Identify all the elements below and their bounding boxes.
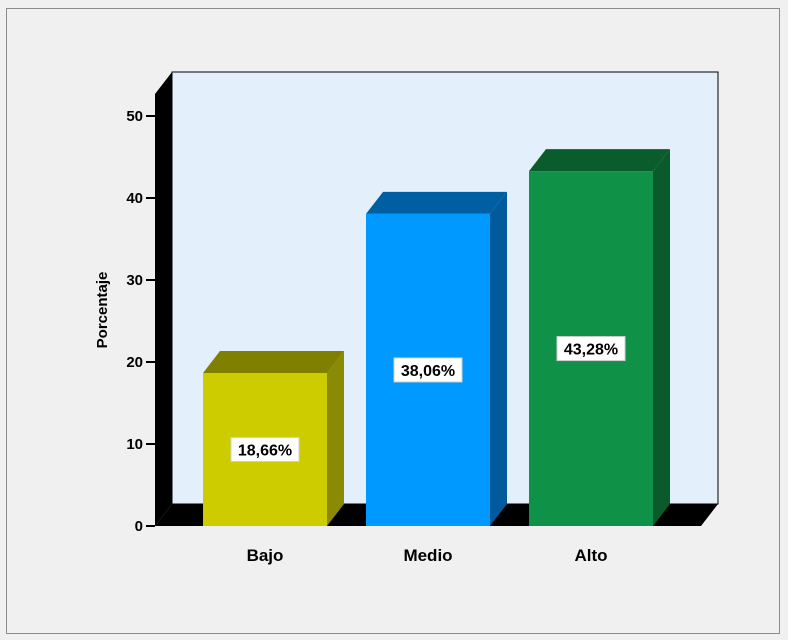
bar-side <box>653 149 670 526</box>
y-axis-title: Porcentaje <box>94 272 111 349</box>
y-tick-label: 40 <box>126 190 143 207</box>
data-label-box <box>556 336 626 362</box>
bar-medio: 38,06% <box>366 191 507 526</box>
x-tick-label: Bajo <box>247 546 284 565</box>
bars: 18,66% 38,06% 43,28% <box>203 149 670 526</box>
bar-side <box>327 350 344 526</box>
data-label: 43,28% <box>564 342 618 359</box>
data-label-box <box>393 357 463 383</box>
x-tick-label: Medio <box>403 546 452 565</box>
bar-bajo: 18,66% <box>203 350 344 526</box>
y-axis: 0 10 20 30 40 50 <box>126 108 155 535</box>
bar-alto: 43,28% <box>529 149 670 526</box>
bar-top <box>529 149 670 172</box>
y-tick-label: 50 <box>126 108 143 125</box>
plot-left-wall <box>155 72 172 526</box>
x-axis: Bajo Medio Alto <box>247 546 608 565</box>
y-tick-label: 30 <box>126 272 143 289</box>
y-tick-label: 20 <box>126 354 143 371</box>
bar-side <box>490 191 507 526</box>
data-label-box <box>230 436 300 462</box>
y-tick-label: 10 <box>126 436 143 453</box>
x-tick-label: Alto <box>574 546 607 565</box>
data-label: 38,06% <box>401 363 455 380</box>
data-label: 18,66% <box>238 442 292 459</box>
y-tick-label: 0 <box>135 518 143 535</box>
bar-top <box>366 191 507 214</box>
bar-top <box>203 350 344 373</box>
